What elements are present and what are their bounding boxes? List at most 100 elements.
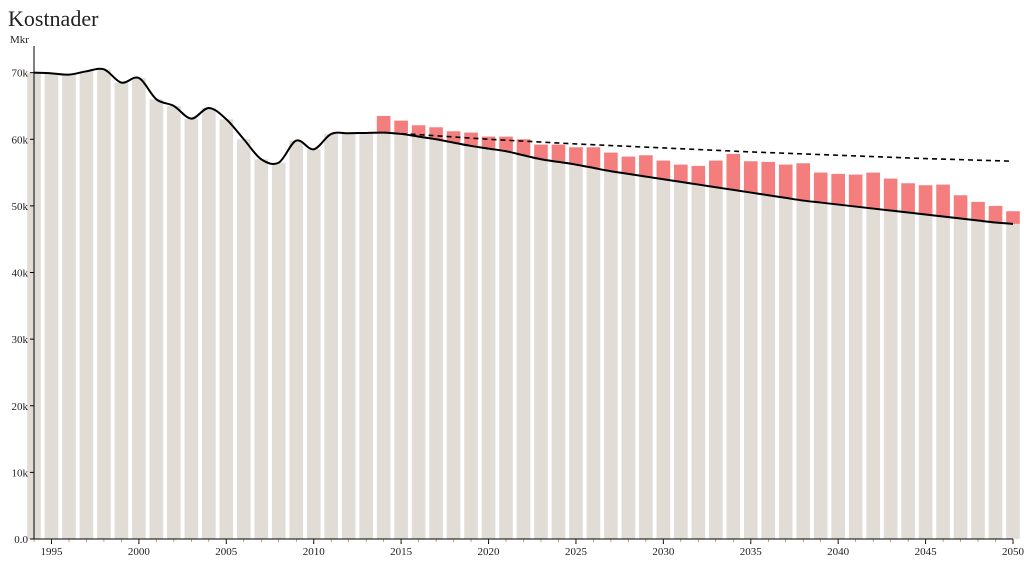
x-tick-label: 2005 [215, 546, 238, 558]
bar [779, 198, 793, 539]
bar-highlight [831, 174, 845, 205]
x-tick-label: 2010 [303, 546, 326, 558]
bar-highlight [587, 147, 601, 168]
bar-highlight [779, 165, 793, 198]
y-tick-label: 0.0 [14, 534, 28, 546]
x-tick-label: 2030 [652, 546, 675, 558]
bar-highlight [674, 165, 688, 182]
bar [657, 179, 671, 539]
bar-highlight [744, 161, 758, 192]
bar [289, 141, 303, 539]
bar [412, 137, 426, 539]
bar [132, 78, 146, 539]
bar [517, 155, 531, 539]
bar-highlight [499, 137, 513, 152]
kostnader-chart: 0.010k20k30k40k50k60k70k1995200020052010… [0, 0, 1024, 576]
bar-highlight [901, 183, 915, 212]
bar [97, 69, 111, 539]
bar-highlight [989, 206, 1003, 223]
x-tick-label: 2045 [915, 546, 938, 558]
bar-highlight [849, 175, 863, 207]
bar [674, 182, 688, 539]
bar [901, 213, 915, 539]
bar-highlight [534, 145, 548, 160]
y-tick-label: 60k [12, 134, 29, 146]
bar [324, 134, 338, 539]
bar-highlight [429, 127, 443, 139]
bar [499, 151, 513, 539]
bar [919, 215, 933, 539]
bar [45, 73, 59, 539]
bar-highlight [761, 162, 775, 195]
bar [342, 133, 356, 539]
bar-highlight [464, 133, 478, 146]
bar [587, 168, 601, 539]
x-tick-label: 1995 [40, 546, 63, 558]
bar [185, 119, 199, 539]
bar [639, 177, 653, 539]
bar [866, 209, 880, 539]
bar [604, 171, 618, 539]
bar [377, 133, 391, 539]
x-tick-label: 2040 [827, 546, 850, 558]
bar-highlight [936, 185, 950, 217]
bar [359, 133, 373, 539]
bar [115, 83, 129, 539]
bar-highlight [604, 153, 618, 172]
bar-highlight [884, 179, 898, 211]
bar-highlight [919, 185, 933, 214]
x-tick-label: 2035 [740, 546, 763, 558]
bar [80, 71, 94, 539]
y-tick-label: 40k [12, 268, 29, 280]
bar-highlight [569, 147, 583, 164]
bar [219, 119, 233, 539]
bar-highlight [377, 116, 391, 133]
bar-highlight [971, 202, 985, 221]
x-tick-label: 2050 [1002, 546, 1024, 558]
bar [429, 139, 443, 539]
bar [394, 134, 408, 539]
bar [989, 223, 1003, 539]
bar [936, 217, 950, 539]
bar-highlight [726, 154, 740, 190]
x-tick-label: 2025 [565, 546, 588, 558]
bar [150, 99, 164, 539]
bar [954, 219, 968, 539]
bar [534, 159, 548, 539]
bar [814, 203, 828, 539]
bar [622, 174, 636, 539]
bar-highlight [709, 161, 723, 188]
bar-highlight [866, 173, 880, 209]
bar [254, 159, 268, 539]
y-tick-label: 30k [12, 334, 29, 346]
bar [552, 162, 566, 539]
bar [482, 149, 496, 539]
bar [62, 75, 76, 539]
bar-highlight [954, 195, 968, 218]
bar [237, 139, 251, 539]
bar [796, 201, 810, 539]
bar [1006, 224, 1020, 539]
y-tick-label: 10k [12, 467, 29, 479]
bar [447, 143, 461, 539]
bar-highlight [622, 157, 636, 174]
y-tick-label: 70k [12, 68, 29, 80]
bar-highlight [796, 163, 810, 200]
bar-highlight [1006, 211, 1020, 224]
y-tick-label: 20k [12, 401, 29, 413]
bar-highlight [657, 161, 671, 180]
bar [971, 221, 985, 539]
bar-highlight [394, 121, 408, 134]
x-tick-label: 2020 [478, 546, 501, 558]
bar [744, 193, 758, 539]
bar [709, 187, 723, 539]
bar [202, 108, 216, 539]
x-tick-label: 2015 [390, 546, 413, 558]
bar [167, 106, 181, 539]
bar [464, 146, 478, 539]
y-tick-label: 50k [12, 201, 29, 213]
bar-highlight [552, 145, 566, 162]
bar [307, 149, 321, 539]
bar-highlight [814, 173, 828, 203]
bar [884, 211, 898, 539]
